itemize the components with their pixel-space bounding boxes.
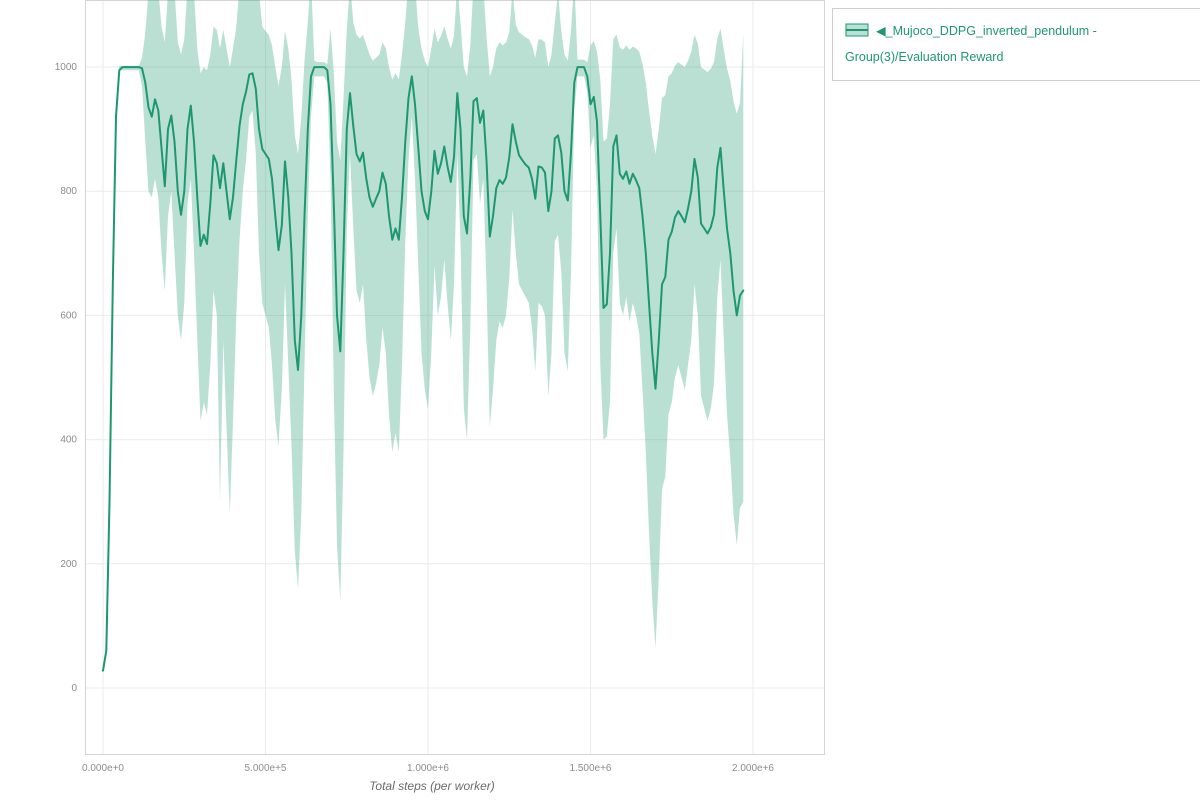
mean-line [102, 66, 745, 672]
x-tick-label: 0.000e+0 [82, 763, 124, 774]
gridlines [85, 0, 825, 755]
x-axis-title: Total steps (per worker) [369, 779, 495, 793]
legend-swatch-icon [845, 21, 869, 45]
legend[interactable]: ◀_Mujoco_DDPG_inverted_pendulum - Group(… [832, 8, 1200, 81]
y-tick-label: 600 [60, 310, 77, 321]
x-tick-label: 1.000e+6 [407, 763, 449, 774]
x-tick-label: 1.500e+6 [570, 763, 612, 774]
y-tick-label: 200 [60, 559, 77, 570]
confidence-band [103, 0, 744, 672]
y-axis-tick-labels: 0 200 400 600 800 1000 [55, 62, 78, 694]
plot-border [85, 0, 825, 755]
x-tick-label: 5.000e+5 [245, 763, 287, 774]
y-tick-label: 800 [60, 186, 77, 197]
legend-label: ◀_Mujoco_DDPG_inverted_pendulum - Group(… [845, 24, 1097, 65]
series-group [102, 0, 745, 672]
y-tick-label: 1000 [55, 62, 78, 73]
y-tick-label: 0 [71, 683, 77, 694]
x-axis-tick-labels: 0.000e+0 5.000e+5 1.000e+6 1.500e+6 2.000e+6 [82, 763, 774, 774]
x-tick-label: 2.000e+6 [732, 763, 774, 774]
y-tick-label: 400 [60, 435, 77, 446]
